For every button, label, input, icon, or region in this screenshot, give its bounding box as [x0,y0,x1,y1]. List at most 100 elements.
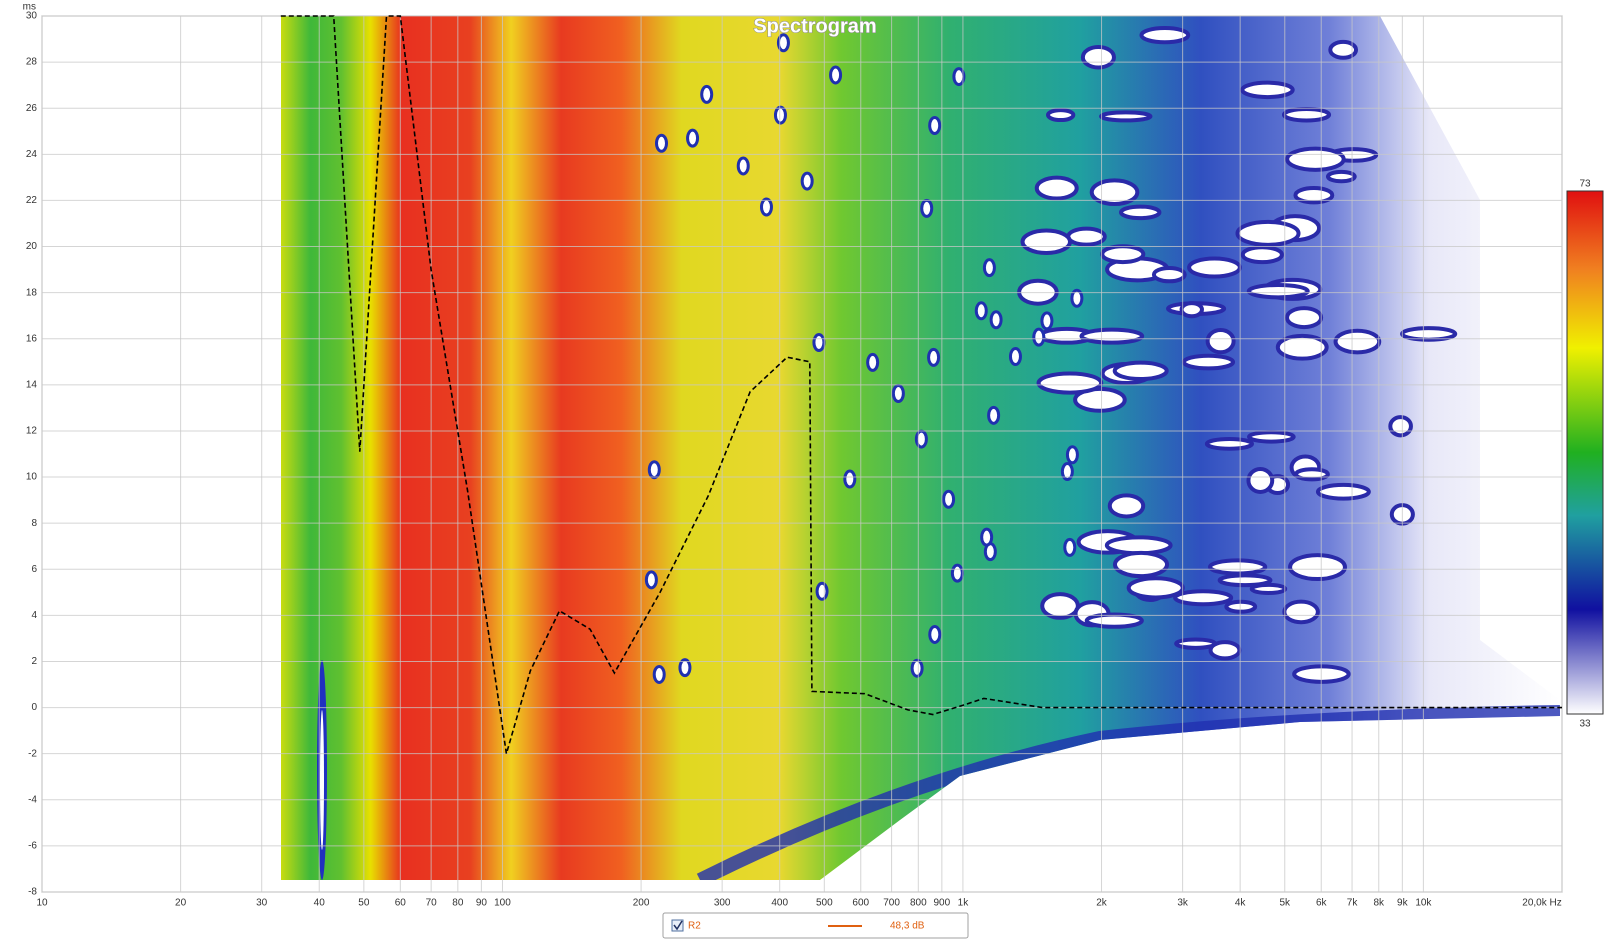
heat-blob [1045,108,1076,123]
heat-blob [1119,204,1162,221]
heat-blob [1151,266,1187,284]
heat-blob [1315,482,1371,501]
legend-checkbox[interactable] [671,919,684,932]
x-tick-label: 100 [494,898,511,909]
x-tick-label: 6k [1316,898,1328,909]
x-tick-label: 30 [256,898,268,909]
heat-blob [1104,535,1173,556]
y-tick-label: 22 [26,195,38,206]
heat-blob [1112,360,1169,382]
color-bar [1566,190,1604,715]
heat-blob [1235,219,1301,247]
heat-dot [1063,537,1077,557]
heat-dot [700,84,714,104]
heat-blob [1040,592,1080,620]
check-mark [673,920,683,931]
heat-blob [1179,301,1204,319]
heat-blob [1240,245,1284,265]
heat-blob [1224,599,1258,614]
heat-blob [1208,558,1268,576]
heat-dot [989,310,1003,330]
heat-dot [812,333,826,353]
heat-blob [1036,371,1104,395]
y-tick-label: 24 [26,149,38,160]
heat-edge [696,705,1560,880]
y-tick-label: -8 [28,887,37,898]
heat-blob [1293,467,1330,482]
heat-dot [678,658,692,678]
heat-dot [776,33,790,53]
legend: R2 48,3 dB [662,912,969,939]
heat-blob [1217,573,1273,588]
x-tick-label: 2k [1096,898,1108,909]
heat-dot [647,460,661,480]
heat-dot [942,489,956,509]
heat-dot [773,105,787,125]
heat-dot [843,469,857,489]
heat-dot [980,527,994,547]
heat-blobs [644,26,1458,684]
heat-blob [1020,228,1073,255]
x-tick-label: 1k [958,898,970,909]
heat-dot [644,570,658,590]
y-tick-label: -6 [28,841,37,852]
y-tick-label: 26 [26,103,38,114]
x-tick-label: 4k [1235,898,1247,909]
heat-dot [928,115,942,135]
x-tick-label: 20 [175,898,187,909]
heat-blob [1388,415,1413,438]
heat-blob [1205,328,1236,355]
y-tick-label: -4 [28,794,37,805]
x-tick-label: 90 [476,898,488,909]
heat-blob [1079,327,1145,345]
x-tick-label: 900 [934,898,951,909]
heat-blob [1084,612,1144,629]
x-tick-label: 20,0k Hz [1522,898,1561,909]
heat-dot [829,65,843,85]
heat-dot [1065,445,1079,465]
y-tick-label: 4 [31,610,37,621]
heat-dot [891,383,905,403]
x-tick-label: 7k [1347,898,1359,909]
x-tick-label: 50 [358,898,370,909]
heat-blob [1100,244,1146,265]
heat-dot [910,658,924,678]
heat-dot [920,198,934,218]
y-tick-label: 10 [26,472,38,483]
axes: 10 20 30 40 50 60 70 80 90 100 200 300 400 500 600 700 8… [26,11,1563,909]
heat-blob [1240,80,1295,100]
x-tick-label: 3k [1177,898,1189,909]
heat-blob [1126,576,1185,600]
y-tick-label: 28 [26,57,38,68]
heat-dot [866,352,880,372]
x-tick-label: 9k [1397,898,1409,909]
x-tick-label: 5k [1279,898,1291,909]
heat-dot [759,197,773,217]
heat-dot [987,405,1001,425]
heat-dot [950,563,964,583]
x-tick-label: 8k [1373,898,1385,909]
y-tick-label: -2 [28,748,37,759]
heat-blob [1080,44,1116,70]
heat-dot [927,347,941,367]
heat-blob [1288,553,1347,582]
heat-dot [1060,462,1074,482]
heat-blob [1249,582,1288,595]
heat-dot [654,133,668,153]
heat-blob [1400,326,1458,342]
heat-blob [1208,640,1242,661]
y-tick-label: 6 [31,564,37,575]
heat-blob [1293,185,1335,205]
x-tick-label: 600 [852,898,869,909]
y-tick-label: 18 [26,287,38,298]
heat-blob [1139,26,1191,45]
x-tick-label: 400 [771,898,788,909]
heat-dot [800,171,814,191]
heat-dot [686,128,700,148]
heat-blob [1099,110,1153,123]
heat-blob [1181,353,1236,371]
x-tick-label: 10 [36,898,48,909]
heat-blob [1204,436,1254,451]
x-tick-label: 300 [714,898,731,909]
